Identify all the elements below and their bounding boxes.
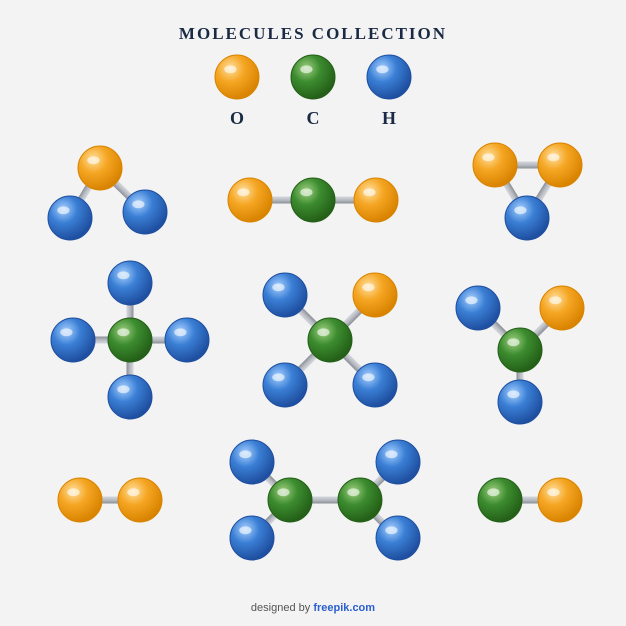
atom-ethane-like-c2	[338, 478, 382, 522]
atom-diatomic-right-b	[538, 478, 582, 522]
credit-brand: freepik.com	[313, 602, 375, 614]
legend-atom-O	[215, 55, 259, 99]
atom-x-tetra-bl	[263, 363, 307, 407]
molecule-stage	[0, 0, 626, 626]
atom-x-tetra-tr	[353, 273, 397, 317]
atom-trigonal-tl	[456, 286, 500, 330]
atom-ethane-like-h2	[230, 516, 274, 560]
atom-diatomic-right-a	[478, 478, 522, 522]
atom-x-tetra-tl	[263, 273, 307, 317]
atom-trigonal-tr	[540, 286, 584, 330]
atom-water-like-b	[48, 196, 92, 240]
credit-line: designed by freepik.com	[0, 602, 626, 614]
atom-water-like-a	[78, 146, 122, 190]
atom-trigonal-c0	[498, 328, 542, 372]
credit-prefix: designed by	[251, 602, 313, 614]
atom-linear-triatomic-a	[228, 178, 272, 222]
atom-cross-tetra-c0	[108, 318, 152, 362]
atom-diatomic-left-b	[118, 478, 162, 522]
atom-ethane-like-h4	[376, 516, 420, 560]
atom-cross-tetra-b	[108, 375, 152, 419]
atom-triangle-a	[473, 143, 517, 187]
legend-label-H: H	[382, 108, 396, 129]
atom-ethane-like-h1	[230, 440, 274, 484]
legend-label-C: C	[307, 108, 320, 129]
atom-linear-triatomic-c	[354, 178, 398, 222]
legend-label-O: O	[230, 108, 244, 129]
atom-x-tetra-c0	[308, 318, 352, 362]
atom-cross-tetra-t	[108, 261, 152, 305]
atom-trigonal-b	[498, 380, 542, 424]
atom-triangle-c	[505, 196, 549, 240]
atom-ethane-like-h3	[376, 440, 420, 484]
legend-atom-H	[367, 55, 411, 99]
atom-cross-tetra-r	[165, 318, 209, 362]
atom-linear-triatomic-b	[291, 178, 335, 222]
atom-ethane-like-c1	[268, 478, 312, 522]
atom-triangle-b	[538, 143, 582, 187]
atom-cross-tetra-l	[51, 318, 95, 362]
atom-water-like-c	[123, 190, 167, 234]
atom-diatomic-left-a	[58, 478, 102, 522]
legend-atom-C	[291, 55, 335, 99]
atom-x-tetra-br	[353, 363, 397, 407]
